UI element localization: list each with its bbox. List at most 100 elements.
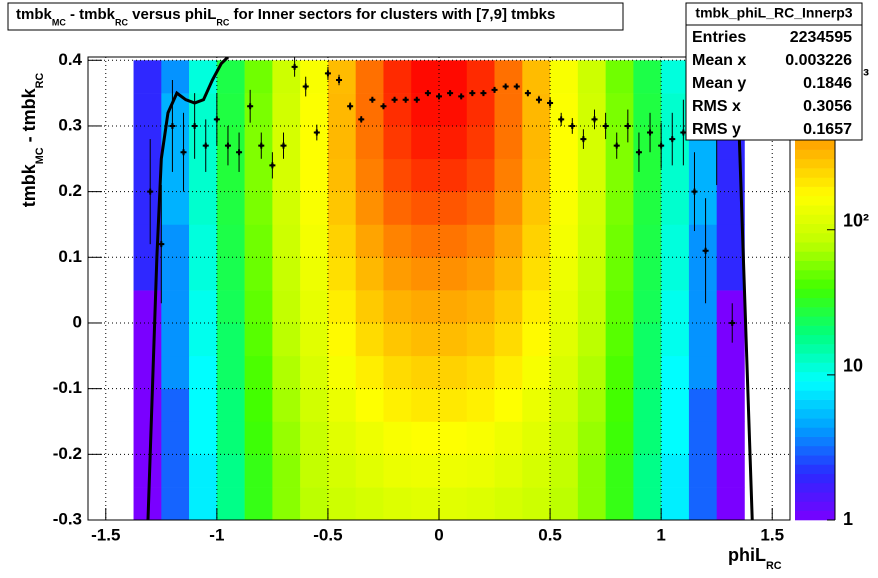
profile-point (247, 89, 254, 123)
palette-band (795, 362, 835, 373)
heat-cell (216, 487, 245, 520)
heat-cell (522, 224, 551, 258)
palette-band (795, 316, 835, 326)
heat-cell (355, 290, 384, 324)
marker-dot (415, 98, 419, 102)
heat-cell (411, 355, 440, 389)
heat-cell (466, 487, 495, 520)
heat-cell (661, 487, 690, 520)
heat-cell (633, 355, 662, 389)
heat-cell (466, 290, 495, 324)
heat-cell (327, 158, 356, 192)
heat-cell (633, 388, 662, 422)
heat-cell (244, 60, 273, 94)
palette-band (795, 186, 835, 197)
heat-cell (550, 224, 579, 258)
palette-band (795, 205, 835, 215)
heat-cell (716, 322, 745, 357)
heat-cell (300, 191, 329, 225)
marker-dot (281, 144, 286, 148)
heat-cell (161, 322, 190, 357)
profile-point (236, 132, 243, 172)
palette-band (795, 455, 835, 465)
palette-band (795, 232, 835, 243)
heat-cell (189, 191, 218, 225)
heat-cell (300, 93, 329, 127)
heat-cell (577, 421, 606, 455)
heat-cell (189, 224, 218, 258)
heat-cell (411, 125, 440, 160)
marker-dot (448, 91, 452, 95)
heat-cell (189, 388, 218, 422)
marker-dot (204, 144, 208, 148)
profile-point (224, 125, 231, 166)
marker-dot (570, 124, 574, 128)
marker-dot (181, 150, 186, 154)
heat-cell (577, 125, 606, 160)
heat-cell (355, 355, 384, 389)
palette-band (795, 269, 835, 280)
heat-cell (272, 355, 301, 389)
profile-point (258, 132, 265, 159)
heat-cell (550, 388, 579, 422)
heat-cell (688, 421, 717, 455)
heat-cell (327, 388, 356, 422)
heat-cell (272, 191, 301, 225)
heat-cell (411, 454, 440, 488)
profile-point (691, 152, 698, 232)
heat-cell (661, 93, 690, 127)
profile-point (658, 122, 665, 169)
subscript: RC (34, 73, 46, 89)
heat-cell (189, 355, 218, 389)
heat-cell (327, 487, 356, 520)
x-tick-label: 1 (656, 525, 665, 544)
heat-cell (327, 355, 356, 389)
palette-band (795, 390, 835, 400)
profile-point (391, 96, 398, 103)
palette-band (795, 297, 835, 308)
heat-cell (661, 322, 690, 357)
heat-cell (577, 454, 606, 488)
heat-cell (577, 158, 606, 192)
heat-cell (633, 93, 662, 127)
profile-point (580, 129, 587, 149)
title: tmbkMC - tmbkRC versus phiLRC for Inner … (16, 6, 555, 28)
marker-dot (226, 144, 230, 148)
palette-band (795, 473, 835, 484)
profile-point (347, 102, 354, 111)
marker-dot (504, 84, 508, 89)
marker-dot (193, 124, 197, 128)
heat-cell (383, 421, 412, 455)
heat-cell (161, 388, 190, 422)
heat-cell (327, 224, 356, 258)
stats-value: 2234595 (790, 29, 852, 46)
marker-dot (348, 104, 352, 108)
x-tick-label: -1.5 (91, 525, 120, 544)
heat-cell (688, 224, 717, 258)
heat-cell (161, 290, 190, 324)
marker-dot (248, 104, 252, 108)
palette-band (795, 195, 835, 206)
profile-point (702, 198, 709, 304)
heat-cell (522, 257, 551, 291)
heat-cell (300, 290, 329, 324)
y-tick-label: -0.3 (53, 509, 82, 528)
heat-cell (661, 355, 690, 389)
heat-cell (439, 93, 468, 127)
heat-cell (216, 125, 245, 160)
heat-cell (300, 125, 329, 160)
marker-dot (604, 124, 608, 128)
palette-band (795, 344, 835, 354)
text-part: - tmbk (19, 87, 39, 147)
profile-point (591, 109, 598, 130)
heat-cell (466, 224, 495, 258)
marker-dot (615, 144, 619, 148)
stats-label: Mean x (692, 52, 746, 69)
heat-cell (605, 454, 634, 488)
heat-cell (383, 388, 412, 422)
heat-cell (716, 257, 745, 291)
profile-point (358, 116, 365, 123)
profile-point (480, 90, 487, 97)
heat-cell (383, 224, 412, 258)
heat-cell (161, 191, 190, 225)
